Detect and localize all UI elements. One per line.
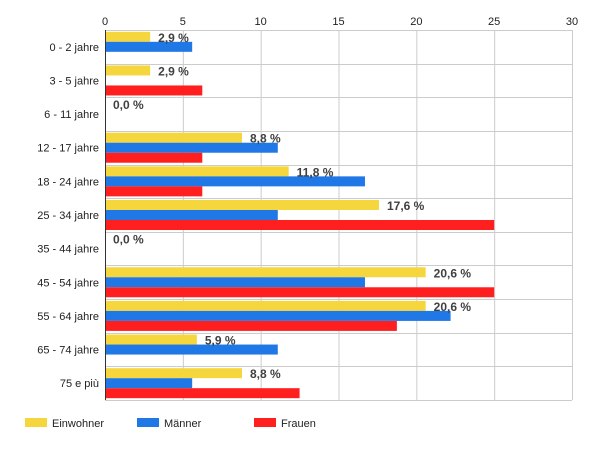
bar-einwohner <box>105 166 289 177</box>
axis-layer: 0 5 10 15 20 25 30 0 - 2 jahre 3 - 5 jahre 6 - 11… <box>37 16 578 400</box>
bar-mnner <box>105 277 365 288</box>
bar-mnner <box>105 41 193 52</box>
bar-frauen <box>105 85 203 96</box>
x-tick-label: 20 <box>410 16 422 28</box>
bar-frauen <box>105 388 300 399</box>
legend-label: Einwohner <box>52 418 104 430</box>
bar-einwohner <box>105 267 426 278</box>
category-label: 12 - 17 jahre <box>37 143 99 155</box>
bar-frauen <box>105 152 203 163</box>
bar-einwohner <box>105 300 426 311</box>
data-label: 8,8 % <box>250 132 281 146</box>
category-label: 35 - 44 jahre <box>37 244 99 256</box>
category-label: 75 e più <box>60 378 99 390</box>
grid-layer <box>105 30 573 401</box>
bar-mnner <box>105 310 451 321</box>
legend-swatch <box>25 418 47 427</box>
data-label: 0,0 % <box>113 233 144 247</box>
bar-einwohner <box>105 368 242 379</box>
category-label: 6 - 11 jahre <box>44 109 99 121</box>
x-tick-label: 10 <box>255 16 267 28</box>
bar-frauen <box>105 186 203 197</box>
data-label: 2,9 % <box>158 64 189 78</box>
bar-einwohner <box>105 31 151 42</box>
bar-einwohner <box>105 132 242 143</box>
x-tick-label: 5 <box>180 16 186 28</box>
legend-label: Frauen <box>281 418 316 430</box>
category-label: 0 - 2 jahre <box>49 42 99 54</box>
data-label: 20,6 % <box>434 300 472 314</box>
bar-frauen <box>105 287 495 298</box>
x-tick-label: 0 <box>102 16 108 28</box>
data-label: 20,6 % <box>434 266 472 280</box>
category-label: 25 - 34 jahre <box>37 210 99 222</box>
bar-mnner <box>105 142 278 153</box>
category-label: 45 - 54 jahre <box>37 277 99 289</box>
data-label: 17,6 % <box>387 199 425 213</box>
data-label: 2,9 % <box>158 31 189 45</box>
bar-mnner <box>105 344 278 355</box>
category-label: 18 - 24 jahre <box>37 176 99 188</box>
legend-label: Männer <box>164 418 202 430</box>
label-layer: 2,9 % 2,9 % 0,0 % 8,8 % 11,8 % 17,6 % 0,0 % 20,… <box>113 31 471 381</box>
x-tick-label: 15 <box>332 16 344 28</box>
x-tick-label: 25 <box>488 16 500 28</box>
bar-einwohner <box>105 334 197 345</box>
x-tick-label: 30 <box>566 16 578 28</box>
bar-frauen <box>105 220 495 230</box>
data-label: 11,8 % <box>297 165 334 179</box>
category-label: 65 - 74 jahre <box>37 345 99 357</box>
bar-mnner <box>105 176 365 187</box>
bar-mnner <box>105 210 278 220</box>
bar-mnner <box>105 378 193 389</box>
bar-frauen <box>105 320 397 331</box>
data-label: 8,8 % <box>250 367 281 381</box>
data-label: 0,0 % <box>113 98 144 112</box>
legend: Einwohner Männer Frauen <box>25 418 316 430</box>
data-label: 5,9 % <box>205 334 236 348</box>
category-label: 3 - 5 jahre <box>49 75 99 87</box>
bar-layer <box>105 31 495 399</box>
bar-einwohner <box>105 65 151 76</box>
legend-swatch <box>254 418 276 427</box>
category-label: 55 - 64 jahre <box>37 311 99 323</box>
bar-einwohner <box>105 200 379 210</box>
legend-swatch <box>137 418 159 427</box>
